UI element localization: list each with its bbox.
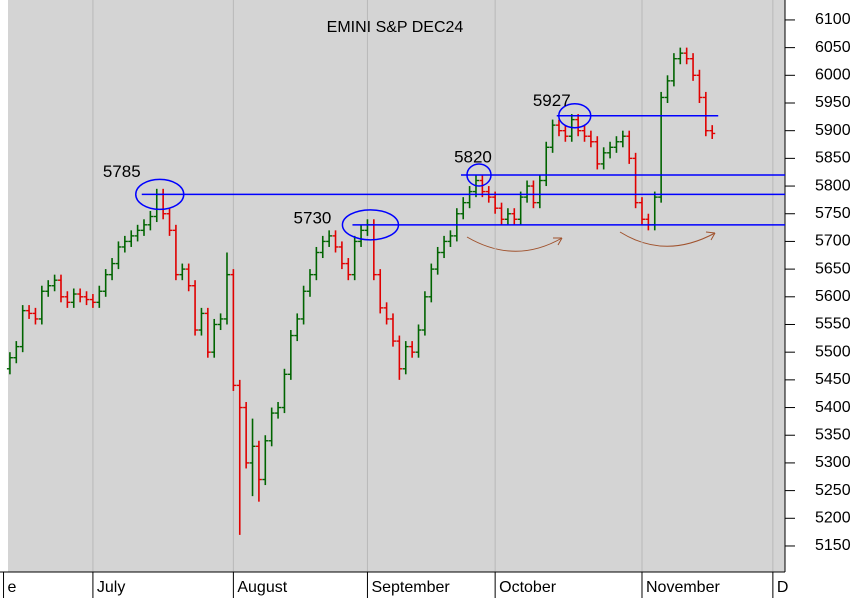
y-tick-label: 5400 — [815, 399, 851, 416]
level-circle — [341, 209, 400, 241]
x-tick-label: September — [371, 579, 450, 596]
x-tick-label: November — [646, 579, 720, 596]
y-tick-label: 5800 — [815, 177, 851, 194]
arrow-head — [553, 237, 563, 246]
arrow-head — [705, 231, 716, 241]
y-tick-label: 5600 — [815, 288, 851, 305]
level-label: 5785 — [103, 162, 141, 181]
y-tick-label: 5200 — [815, 510, 851, 527]
y-tick-label: 5550 — [815, 316, 851, 333]
y-tick-label: 6100 — [815, 11, 851, 28]
y-tick-label: 6050 — [815, 39, 851, 56]
level-label: 5927 — [533, 91, 571, 110]
y-tick-label: 5900 — [815, 122, 851, 139]
level-circle — [466, 163, 492, 187]
y-tick-label: 5950 — [815, 94, 851, 111]
chart-title: EMINI S&P DEC24 — [327, 19, 464, 36]
level-label: 5820 — [454, 147, 492, 166]
y-tick-label: 5650 — [815, 260, 851, 277]
level-circle — [558, 102, 592, 129]
x-tick-label: October — [499, 579, 557, 596]
y-tick-label: 5250 — [815, 482, 851, 499]
y-tick-label: 5350 — [815, 426, 851, 443]
y-tick-label: 5300 — [815, 454, 851, 471]
y-tick-label: 5150 — [815, 537, 851, 554]
x-tick-label: August — [237, 579, 287, 596]
arrow — [619, 231, 716, 247]
plot-area — [8, 0, 785, 572]
y-tick-label: 5450 — [815, 371, 851, 388]
y-tick-label: 5700 — [815, 233, 851, 250]
y-tick-label: 6000 — [815, 67, 851, 84]
y-tick-label: 5500 — [815, 343, 851, 360]
arrow — [466, 236, 563, 252]
x-tick-label: e — [8, 579, 17, 596]
x-tick-label: D — [777, 579, 789, 596]
trend-arrows — [466, 231, 716, 252]
y-tick-label: 5750 — [815, 205, 851, 222]
level-label: 5730 — [294, 208, 332, 227]
y-tick-label: 5850 — [815, 150, 851, 167]
x-tick-label: July — [97, 579, 125, 596]
level-circle — [135, 178, 185, 211]
